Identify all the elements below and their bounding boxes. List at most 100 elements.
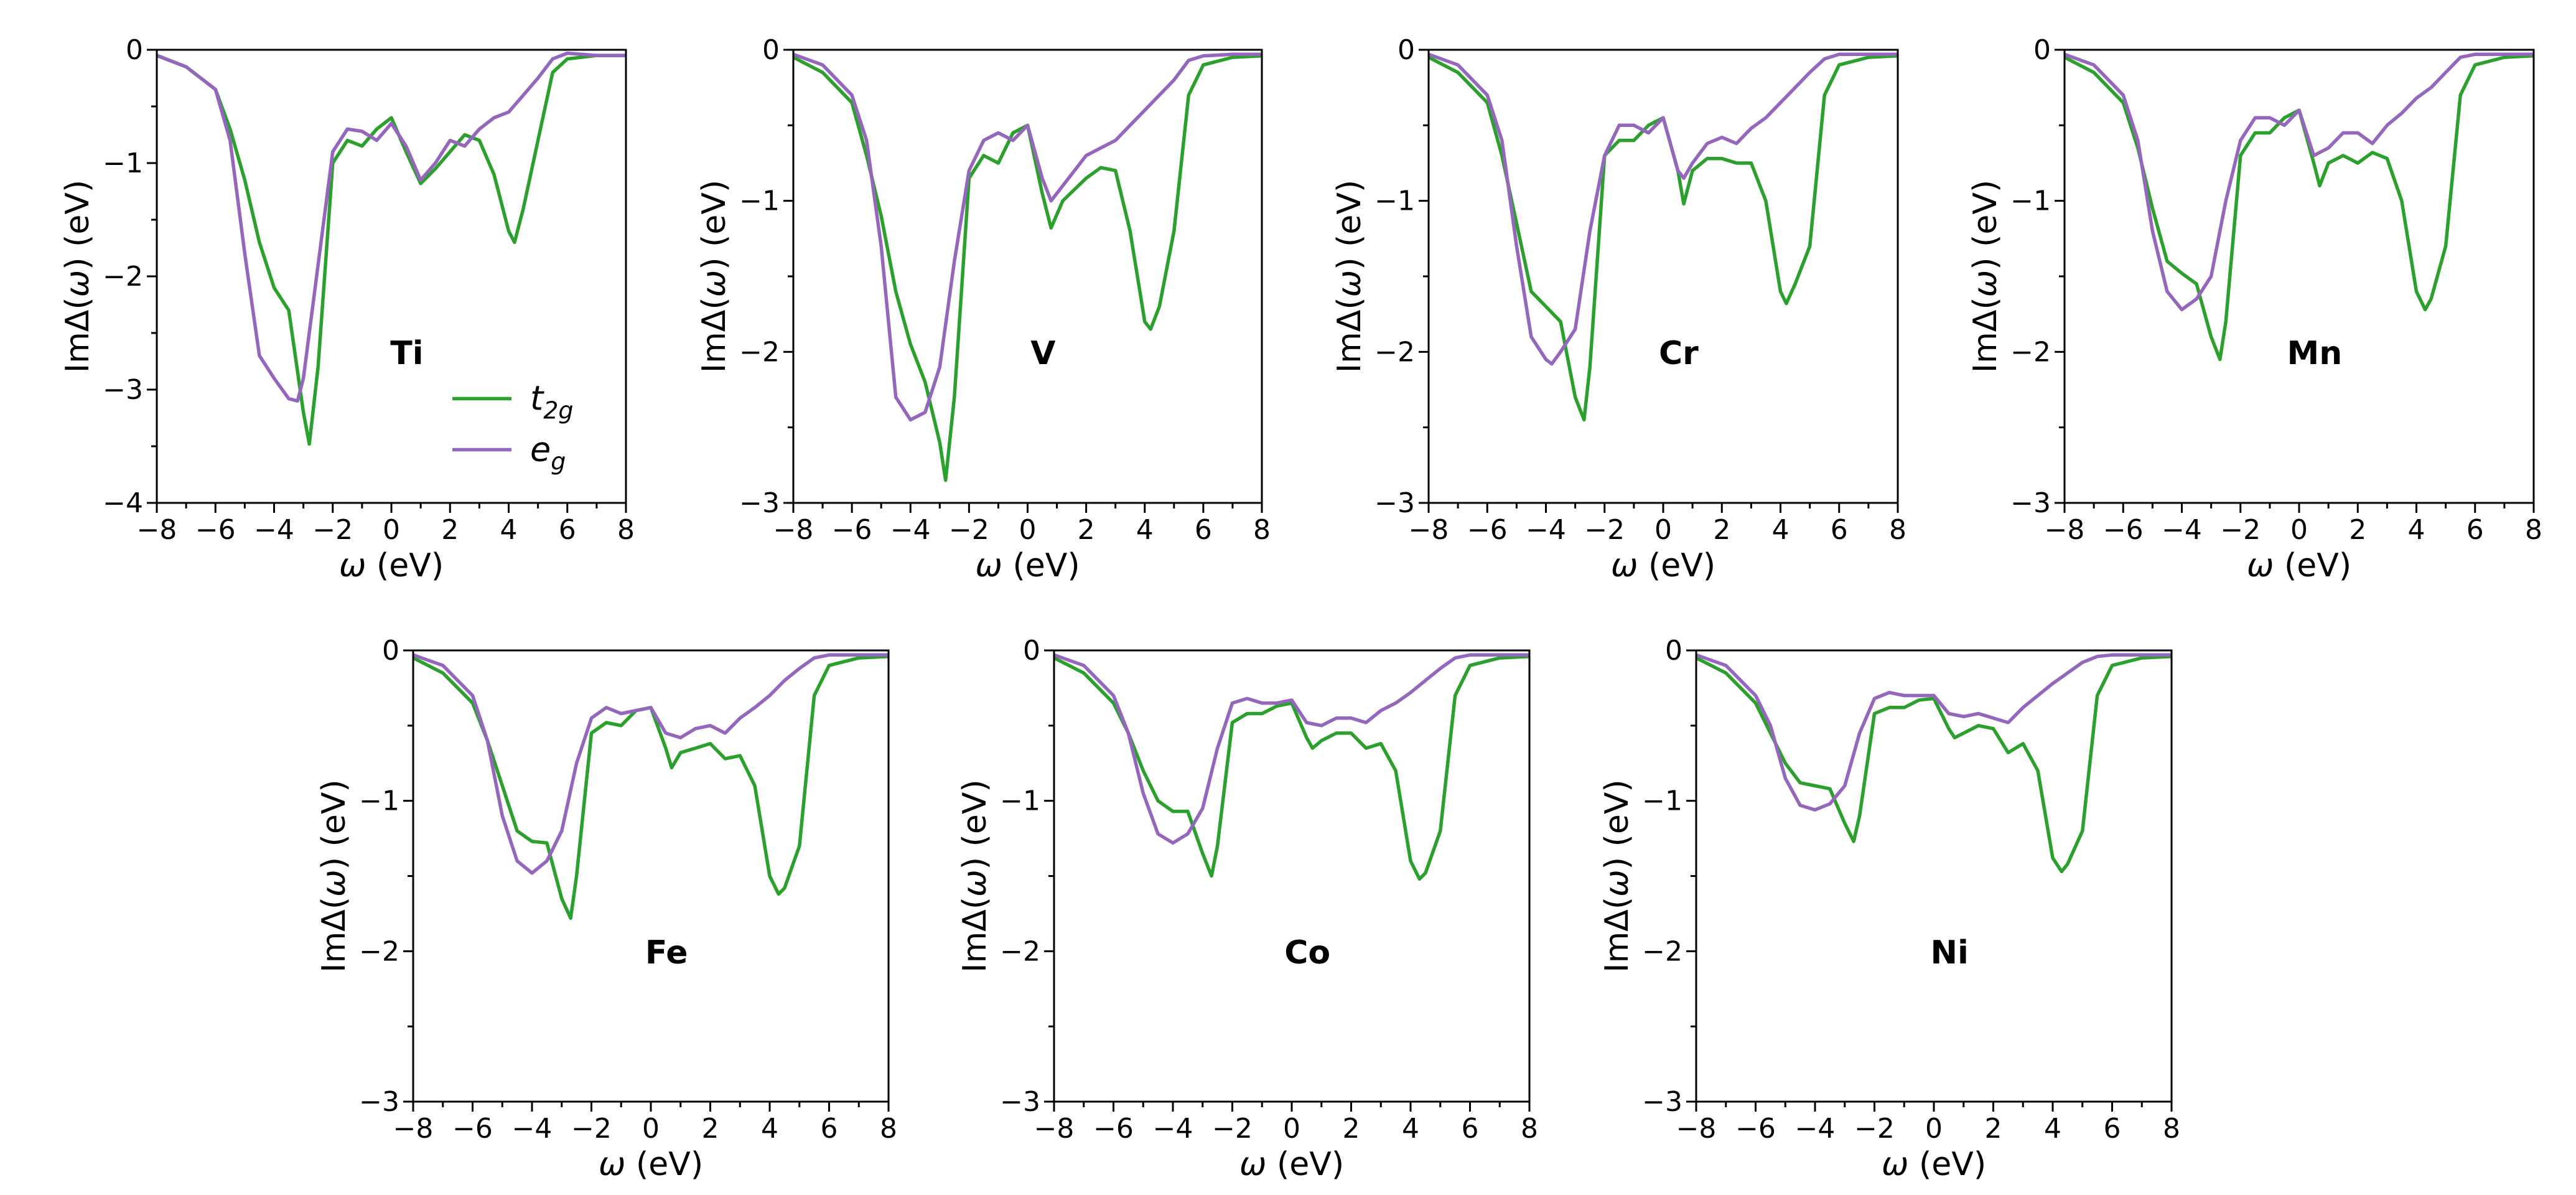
x-tick-label: 4	[2408, 514, 2425, 546]
y-tick-label: −2	[359, 935, 399, 967]
series-line-eg	[1428, 52, 1898, 366]
x-tick-label: 6	[821, 1113, 838, 1145]
x-tick-label: 2	[441, 514, 459, 546]
x-tick-label: 2	[702, 1113, 719, 1145]
series-line-t2g	[2063, 54, 2534, 362]
x-tick-label: 0	[1925, 1113, 1943, 1145]
panel-title: Co	[1284, 934, 1330, 972]
x-tick-label: 4	[1136, 514, 1154, 546]
x-tick-label: 4	[500, 514, 518, 546]
y-tick-label: −2	[1374, 336, 1415, 368]
panel-title: Ni	[1931, 934, 1969, 972]
y-axis-label: ImΔ(ω) (eV)	[1967, 180, 2004, 373]
x-tick-label: 0	[383, 514, 400, 546]
x-tick-label: 8	[1521, 1113, 1538, 1145]
x-tick-label: −6	[1735, 1113, 1776, 1145]
y-tick-label: −3	[739, 487, 780, 519]
panel-title: Cr	[1659, 335, 1699, 372]
series-line-t2g	[156, 54, 626, 446]
x-axis-label: ω (eV)	[1611, 547, 1715, 584]
plot-frame	[2063, 49, 2535, 504]
panel-title: Ti	[390, 335, 423, 372]
legend-label-eg: eg	[530, 430, 566, 476]
y-tick-label: −3	[1374, 487, 1415, 519]
x-tick-label: −6	[452, 1113, 493, 1145]
x-tick-label: 6	[1195, 514, 1212, 546]
x-axis-label: ω (eV)	[975, 547, 1080, 584]
x-tick-label: 6	[1462, 1113, 1479, 1145]
x-tick-label: 8	[2525, 514, 2542, 546]
x-tick-label: 0	[1654, 514, 1672, 546]
x-tick-label: −8	[1409, 514, 1449, 546]
panel-fe: −8 −6 −4 −2 0 2 4 6 8−3−2−10ω (eV)ImΔ(ω) (eV)Fe	[315, 635, 897, 1183]
y-tick-label: 0	[762, 34, 780, 66]
panel-co: −8 −6 −4 −2 0 2 4 6 8−3−2−10ω (eV)ImΔ(ω) (eV)Co	[956, 635, 1538, 1183]
x-tick-label: −4	[1795, 1113, 1836, 1145]
x-tick-label: −6	[195, 514, 236, 546]
y-axis-label: ImΔ(ω) (eV)	[1331, 180, 1368, 373]
y-axis-label: ImΔ(ω) (eV)	[956, 779, 994, 972]
x-tick-label: 4	[2044, 1113, 2061, 1145]
y-tick-label: 0	[1665, 635, 1682, 667]
y-tick-label: −2	[739, 336, 780, 368]
y-tick-label: −3	[1000, 1086, 1040, 1118]
x-tick-label: 8	[2163, 1113, 2180, 1145]
plot-frame	[792, 49, 1263, 504]
y-tick-label: −3	[103, 374, 143, 406]
panel-mn: −8 −6 −4 −2 0 2 4 6 8−3−2−10ω (eV)ImΔ(ω) (eV)Mn	[1967, 34, 2542, 584]
panel-ti: −8 −6 −4 −2 0 2 4 6 8−4−3−2−10ω (eV)ImΔ(ω) (eV)T…	[59, 34, 635, 584]
x-axis-label: ω (eV)	[1882, 1146, 1986, 1183]
x-tick-label: 4	[761, 1113, 778, 1145]
x-tick-label: 0	[2290, 514, 2308, 546]
x-tick-label: 2	[1985, 1113, 2002, 1145]
x-tick-label: 2	[1713, 514, 1730, 546]
y-tick-label: −2	[2010, 336, 2051, 368]
x-tick-label: 6	[2104, 1113, 2121, 1145]
series-line-t2g	[1695, 654, 2172, 874]
y-tick-label: −3	[359, 1086, 399, 1118]
x-tick-label: 6	[559, 514, 576, 546]
x-tick-label: −4	[254, 514, 294, 546]
y-tick-label: −3	[2010, 487, 2051, 519]
y-tick-label: 0	[1398, 34, 1415, 66]
x-tick-label: 2	[1078, 514, 1095, 546]
plot-frame	[1053, 649, 1531, 1103]
x-tick-label: −2	[1584, 514, 1625, 546]
series-line-eg	[413, 653, 889, 875]
x-tick-label: −4	[1526, 514, 1566, 546]
x-tick-label: −8	[137, 514, 177, 546]
x-tick-label: 2	[1343, 1113, 1360, 1145]
x-tick-label: 2	[2349, 514, 2366, 546]
y-tick-label: −1	[2010, 185, 2051, 217]
x-tick-label: −4	[890, 514, 931, 546]
y-tick-label: −2	[103, 261, 143, 293]
x-tick-label: −6	[2103, 514, 2144, 546]
y-axis-label: ImΔ(ω) (eV)	[315, 779, 353, 972]
x-tick-label: 6	[2466, 514, 2484, 546]
legend: t2g eg	[452, 379, 574, 476]
x-tick-label: 4	[1772, 514, 1790, 546]
x-tick-label: −2	[312, 514, 353, 546]
x-tick-label: 8	[617, 514, 635, 546]
y-tick-label: 0	[1023, 635, 1040, 667]
x-tick-label: −8	[773, 514, 814, 546]
y-tick-label: −1	[739, 185, 780, 217]
y-tick-label: −2	[1642, 935, 1682, 967]
y-tick-label: −1	[1374, 185, 1415, 217]
y-tick-label: −2	[1000, 935, 1040, 967]
panel-v: −8 −6 −4 −2 0 2 4 6 8−3−2−10ω (eV)ImΔ(ω) (eV)V	[696, 34, 1271, 584]
x-tick-label: −6	[1093, 1113, 1134, 1145]
series-line-eg	[2064, 52, 2534, 312]
y-tick-label: −3	[1642, 1086, 1682, 1118]
series-line-eg	[1053, 653, 1529, 845]
x-tick-label: −6	[832, 514, 872, 546]
x-tick-label: −8	[393, 1113, 434, 1145]
y-tick-label: 0	[382, 635, 399, 667]
x-axis-label: ω (eV)	[1239, 1146, 1344, 1183]
panel-ni: −8 −6 −4 −2 0 2 4 6 8−3−2−10ω (eV)ImΔ(ω) (eV)Ni	[1598, 635, 2180, 1183]
y-tick-label: −1	[359, 785, 399, 817]
x-tick-label: −8	[1676, 1113, 1717, 1145]
x-tick-label: −2	[1212, 1113, 1253, 1145]
x-tick-label: −2	[949, 514, 989, 546]
